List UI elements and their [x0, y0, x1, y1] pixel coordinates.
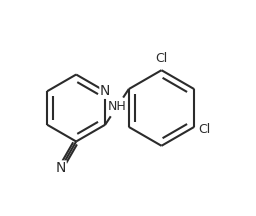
- Text: NH: NH: [108, 100, 126, 113]
- Text: N: N: [56, 161, 66, 175]
- Text: Cl: Cl: [199, 122, 211, 136]
- Text: Cl: Cl: [155, 52, 168, 65]
- Text: N: N: [100, 84, 110, 98]
